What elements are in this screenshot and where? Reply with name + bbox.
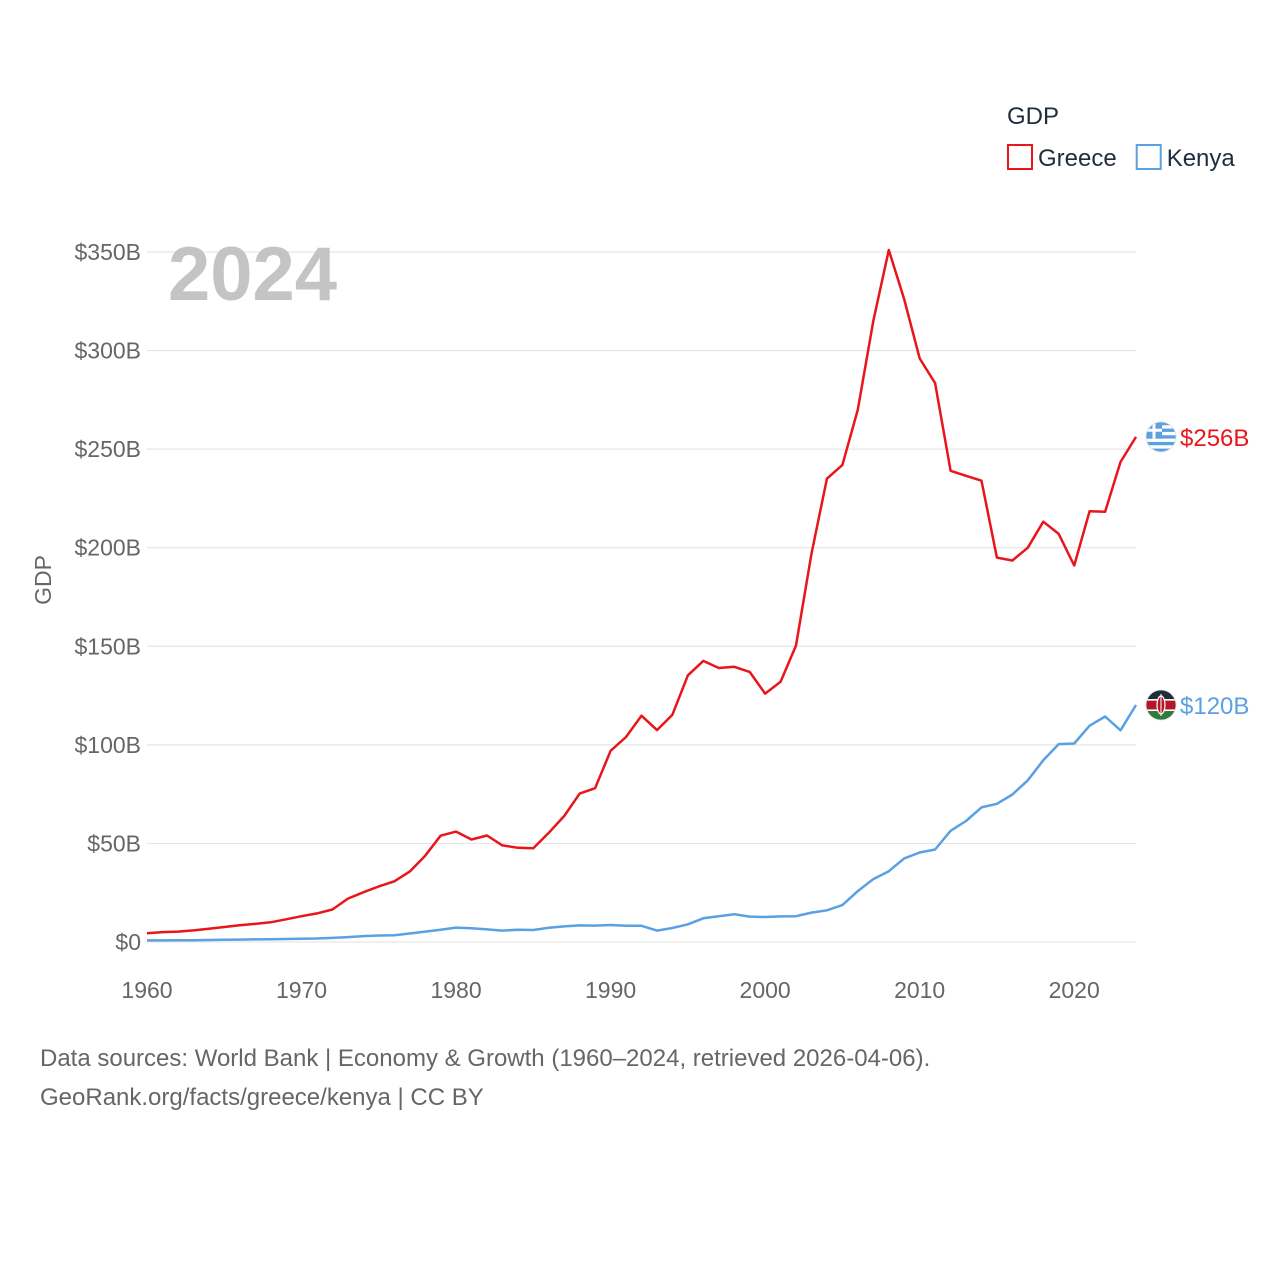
y-tick-label: $100B: [74, 732, 141, 758]
y-tick-label: $250B: [74, 436, 141, 462]
year-label: 2024: [168, 232, 337, 317]
legend-title: GDP: [1007, 103, 1059, 130]
legend-swatch: [1007, 144, 1033, 170]
kenya-flag-icon: [1145, 689, 1177, 721]
legend-swatch: [1135, 144, 1162, 170]
end-value-kenya: $120B: [1180, 693, 1249, 720]
x-tick-label: 1990: [585, 977, 636, 1003]
y-tick-label: $350B: [74, 239, 141, 265]
legend-label: Kenya: [1167, 145, 1236, 172]
footer-source-line: Data sources: World Bank | Economy & Gro…: [40, 1045, 931, 1072]
y-tick-label: $200B: [74, 535, 141, 561]
legend: GDP Greece Kenya: [1007, 103, 1235, 172]
gridlines: [147, 251, 1136, 943]
legend-item-greece[interactable]: Greece: [1007, 144, 1117, 172]
series-line-greece: [146, 248, 1138, 935]
y-tick-label: $300B: [74, 338, 141, 364]
x-tick-label: 2000: [740, 977, 791, 1003]
end-markers: $256B $120B: [1145, 421, 1249, 721]
legend-item-kenya[interactable]: Kenya: [1135, 144, 1236, 172]
series-lines: [146, 248, 1138, 942]
x-axis-ticks: 1960 1970 1980 1990 2000 2010 2020: [121, 977, 1099, 1003]
y-tick-label: $0: [115, 929, 141, 955]
series-line-kenya: [147, 704, 1138, 942]
y-tick-label: $150B: [74, 633, 141, 659]
y-tick-label: $50B: [87, 830, 141, 856]
y-axis-label: GDP: [30, 555, 56, 605]
footer-url-line: GeoRank.org/facts/greece/kenya | CC BY: [40, 1084, 484, 1111]
x-tick-label: 1970: [276, 977, 327, 1003]
x-tick-label: 2010: [894, 977, 945, 1003]
x-tick-label: 1980: [430, 977, 481, 1003]
x-tick-label: 1960: [121, 977, 172, 1003]
y-axis-ticks: $0 $50B $100B $150B $200B $250B $300B $350B: [74, 239, 141, 955]
greece-flag-icon: [1145, 421, 1177, 453]
x-tick-label: 2020: [1049, 977, 1100, 1003]
end-value-greece: $256B: [1180, 425, 1249, 452]
legend-label: Greece: [1038, 145, 1117, 172]
